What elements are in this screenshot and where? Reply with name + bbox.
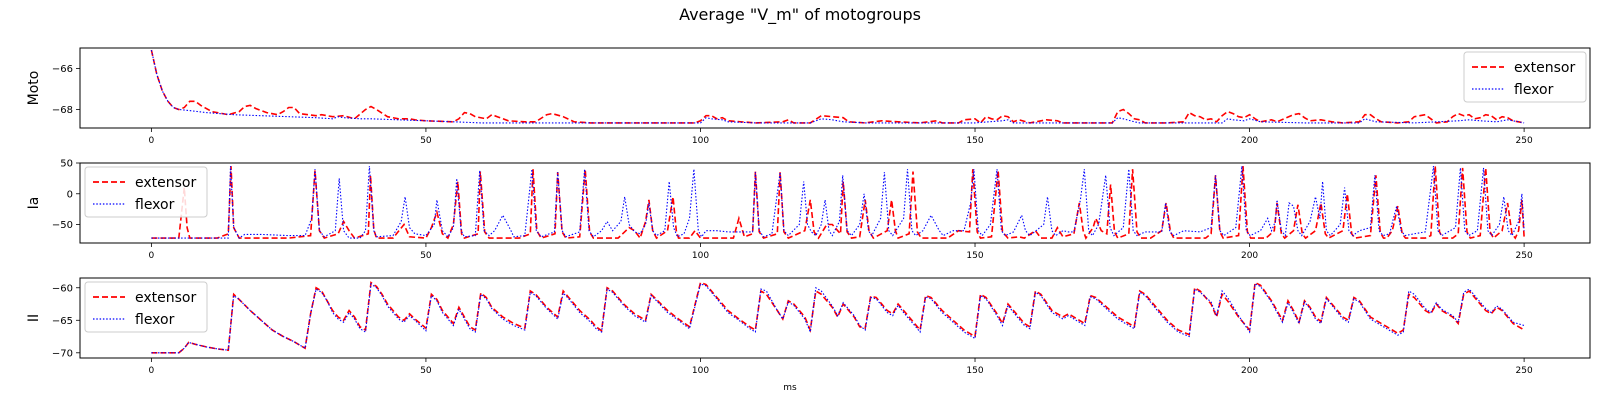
x-tick-label: 150 <box>966 366 983 376</box>
legend-label-extensor: extensor <box>135 290 196 306</box>
series-line-flexor <box>151 166 1525 239</box>
legend-box <box>84 166 208 218</box>
y-tick-label: −50 <box>52 220 73 231</box>
x-tick-label: 100 <box>692 136 709 146</box>
x-tick-label: 0 <box>149 136 155 146</box>
series-line-extensor <box>150 49 1525 124</box>
legend: extensor flexor <box>84 166 208 218</box>
x-tick-label: 200 <box>1241 366 1258 376</box>
y-tick-label: −66 <box>52 64 73 75</box>
y-axis-label: II <box>26 314 42 322</box>
subplot-ia: 0 50 100 150 200 250 50 0 −50 Ia extensor flexor <box>26 159 1591 261</box>
legend: extensor flexor <box>1463 51 1587 103</box>
legend-label-extensor: extensor <box>1514 60 1575 76</box>
x-tick-label: 250 <box>1516 251 1533 261</box>
legend-label-flexor: flexor <box>135 197 175 213</box>
y-tick-label: −65 <box>52 316 73 327</box>
x-tick-label: 150 <box>966 136 983 146</box>
y-tick-label: −68 <box>52 105 73 116</box>
series-line-extensor <box>151 166 1525 240</box>
x-tick-label: 250 <box>1516 136 1533 146</box>
x-tick-label: 100 <box>692 366 709 376</box>
legend-box <box>1463 51 1587 103</box>
x-tick-label: 200 <box>1241 251 1258 261</box>
x-tick-label: 100 <box>692 251 709 261</box>
x-tick-label: 0 <box>149 251 155 261</box>
x-axis-label: ms <box>783 383 797 393</box>
y-tick-label: 50 <box>60 159 73 170</box>
plot-frame <box>79 162 1591 244</box>
series-line-flexor <box>150 49 1525 124</box>
subplot-moto: 0 50 100 150 200 250 −66 −68 Moto extensor flexor <box>26 47 1591 146</box>
x-tick-label: 50 <box>420 366 432 376</box>
legend-label-flexor: flexor <box>135 312 175 328</box>
y-tick-label: −70 <box>52 348 73 359</box>
plot-frame <box>79 47 1591 129</box>
legend-box <box>84 281 208 333</box>
legend-label-flexor: flexor <box>1514 82 1554 98</box>
series-line-extensor <box>151 281 1525 354</box>
y-tick-label: −60 <box>52 283 73 294</box>
x-tick-label: 50 <box>420 136 432 146</box>
figure-title: Average "V_m" of motogroups <box>679 5 921 24</box>
x-tick-label: 0 <box>149 366 155 376</box>
legend: extensor flexor <box>84 281 208 333</box>
y-axis-label: Ia <box>26 197 42 210</box>
y-tick-label: 0 <box>67 189 73 200</box>
y-axis-label: Moto <box>26 71 42 106</box>
x-tick-label: 250 <box>1516 366 1533 376</box>
x-tick-label: 200 <box>1241 136 1258 146</box>
subplot-ii: 0 50 100 150 200 250 −60 −65 −70 II ms extensor flex… <box>26 277 1591 393</box>
legend-label-extensor: extensor <box>135 175 196 191</box>
x-tick-label: 150 <box>966 251 983 261</box>
plot-frame <box>79 277 1591 359</box>
series-line-flexor <box>151 282 1525 354</box>
x-tick-label: 50 <box>420 251 432 261</box>
